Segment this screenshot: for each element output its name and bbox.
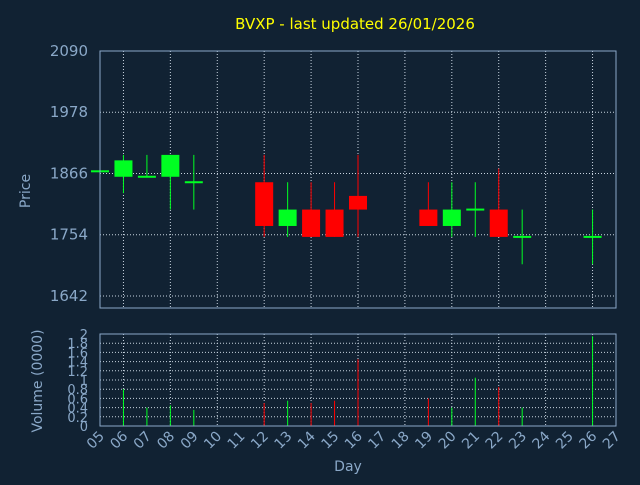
volume-panel-frame	[99, 333, 617, 427]
volume-axis-label: Volume (0000)	[30, 329, 46, 432]
volume-axis-ticks: 00.20.40.60.811.21.41.61.82	[67, 328, 88, 435]
volume-tick-label: 1.6	[67, 346, 88, 361]
volume-tick-label: 1.8	[67, 337, 88, 352]
candle-body	[466, 208, 485, 211]
price-tick-label: 2090	[50, 42, 88, 60]
chart-title: BVXP - last updated 26/01/2026	[235, 15, 475, 33]
volume-tick-label: 0.4	[67, 402, 88, 417]
volume-bars	[122, 336, 594, 426]
volume-tick-label: 0	[80, 420, 88, 435]
candle-body	[349, 195, 367, 210]
price-grid	[100, 51, 616, 308]
price-panel-frame	[99, 50, 617, 309]
x-axis-ticks: 05 06 07 08 09 10 11 12 13 14 15 16 17 18 19 20 21 22 23 24…	[84, 428, 624, 452]
volume-tick-label: 0.8	[67, 383, 88, 398]
candle-body	[114, 160, 133, 177]
candle-body	[302, 209, 321, 237]
candle-body	[325, 209, 344, 237]
candle-body	[255, 182, 274, 226]
candle-body	[161, 154, 180, 177]
volume-tick-label: 0.2	[67, 411, 88, 426]
candles	[91, 154, 602, 265]
candle-body	[513, 235, 532, 238]
price-tick-label: 1866	[50, 164, 88, 182]
volume-tick-label: 0.6	[67, 392, 88, 407]
candle-body	[184, 181, 203, 184]
x-axis-label: Day	[334, 459, 362, 475]
candle-body	[278, 209, 297, 226]
price-axis-ticks: 1642 1754 1866 1978 2090	[50, 42, 88, 305]
volume-tick-label: 1.4	[67, 356, 88, 371]
volume-tick-label: 1.2	[67, 365, 88, 380]
price-tick-label: 1978	[50, 103, 88, 121]
candle-body	[442, 209, 461, 226]
volume-tick-label: 1	[80, 374, 88, 389]
price-tick-label: 1754	[50, 226, 88, 244]
volume-tick-label: 2	[80, 328, 88, 343]
candle-body	[419, 209, 438, 226]
candle-body	[489, 209, 508, 237]
price-axis-label: Price	[18, 174, 34, 208]
candle-body	[583, 235, 602, 238]
candle-body	[137, 175, 156, 178]
price-tick-label: 1642	[50, 287, 88, 305]
